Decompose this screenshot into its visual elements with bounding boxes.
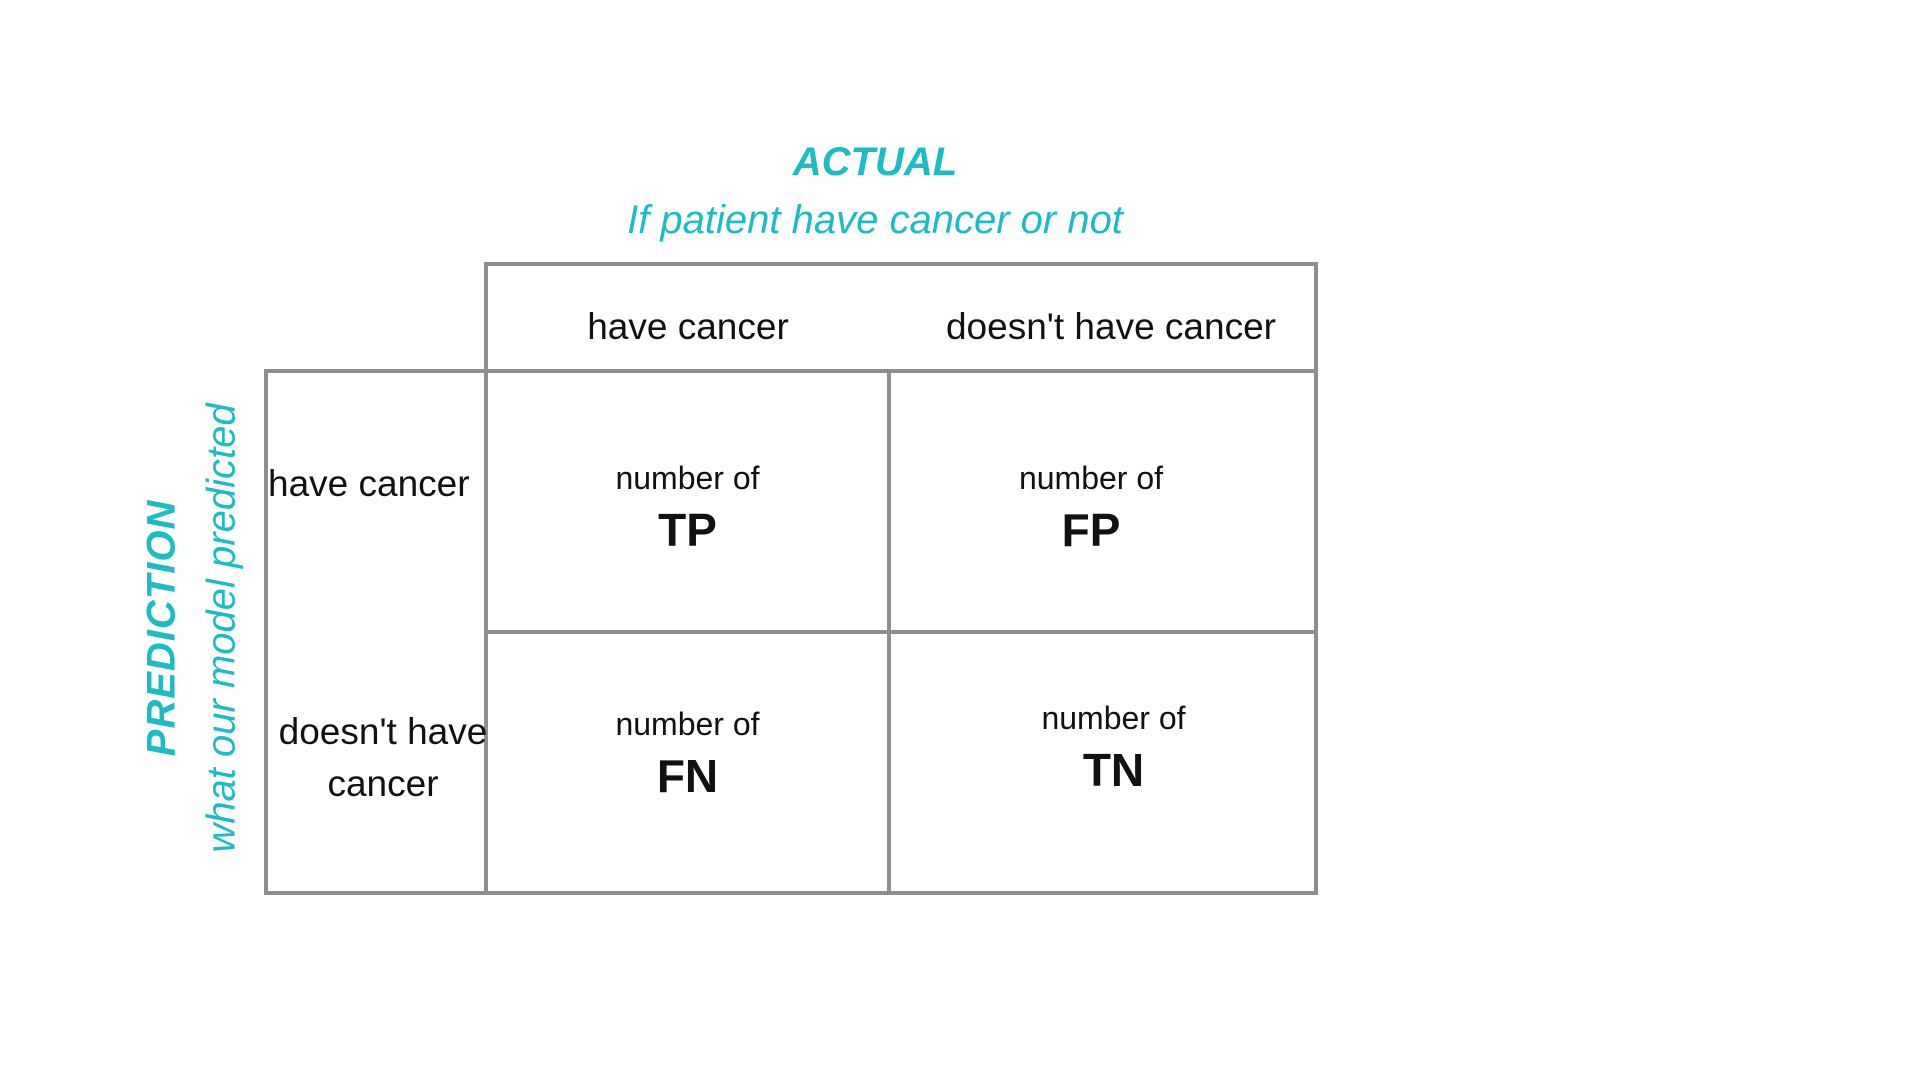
grid-line	[265, 369, 1318, 373]
row-header-doesnt-have-cancer: doesn't have cancer	[278, 711, 488, 804]
prediction-title: PREDICTION	[139, 499, 184, 757]
grid-line	[485, 262, 1318, 266]
cell-label: TN	[1082, 744, 1145, 796]
grid-line	[265, 891, 1318, 895]
column-header-doesnt-have-cancer: doesn't have cancer	[945, 306, 1276, 347]
cell-prefix: number of	[615, 460, 760, 496]
cell-fp: number of FP	[891, 460, 1291, 557]
grid-line	[887, 369, 891, 895]
cell-prefix: number of	[1018, 460, 1164, 496]
actual-title: ACTUAL	[792, 140, 958, 184]
cell-label: TP	[658, 504, 717, 556]
cell-tp: number of TP	[488, 460, 887, 557]
cell-label: FN	[656, 750, 719, 802]
cell-fn: number of FN	[488, 706, 887, 803]
row-header-have-cancer: have cancer	[268, 463, 470, 504]
prediction-subtitle: what our model predicted	[199, 403, 244, 853]
grid-line	[484, 262, 488, 895]
cell-prefix: number of	[1041, 700, 1186, 736]
grid-line	[1314, 262, 1318, 895]
grid-line	[485, 630, 1318, 634]
actual-subtitle: If patient have cancer or not	[627, 198, 1123, 242]
cell-prefix: number of	[615, 706, 760, 742]
cell-label: FP	[1061, 504, 1121, 556]
column-header-have-cancer: have cancer	[587, 306, 789, 347]
cell-tn: number of TN	[891, 700, 1336, 797]
grid-line	[264, 369, 268, 895]
